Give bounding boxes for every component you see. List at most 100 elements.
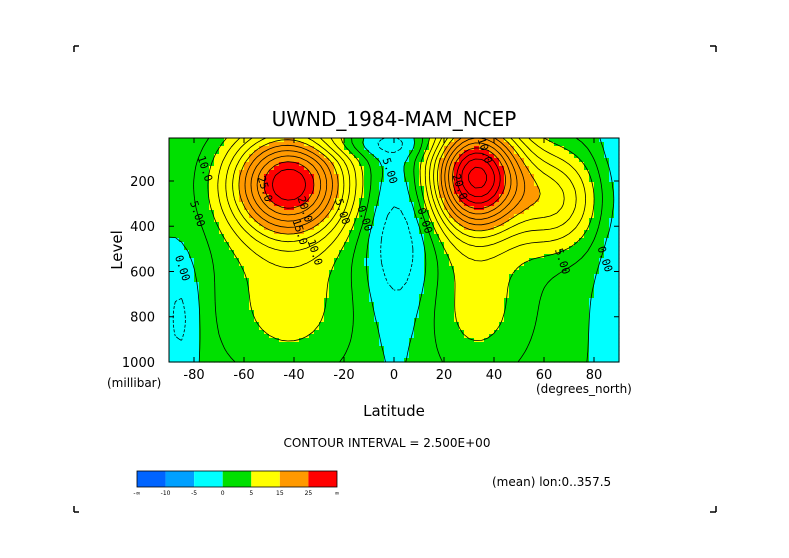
field-cell	[364, 186, 370, 191]
field-cell	[574, 242, 580, 247]
field-cell	[344, 138, 350, 143]
field-cell	[599, 310, 605, 315]
field-cell	[304, 194, 310, 199]
field-cell	[494, 282, 500, 287]
field-cell	[444, 238, 450, 243]
field-cell	[324, 230, 330, 235]
field-cell	[419, 198, 425, 203]
field-cell	[224, 214, 230, 219]
field-cell	[189, 190, 195, 195]
field-cell	[219, 190, 225, 195]
field-cell	[484, 302, 490, 307]
field-cell	[424, 150, 430, 155]
field-cell	[219, 262, 225, 267]
field-cell	[599, 174, 605, 179]
field-cell	[179, 210, 185, 215]
field-cell	[429, 330, 435, 335]
field-cell	[304, 302, 310, 307]
field-cell	[269, 258, 275, 263]
field-cell	[579, 346, 585, 351]
field-cell	[224, 302, 230, 307]
field-cell	[219, 246, 225, 251]
field-cell	[284, 262, 290, 267]
field-cell	[559, 242, 565, 247]
field-cell	[284, 358, 290, 363]
field-cell	[579, 186, 585, 191]
field-cell	[609, 318, 615, 323]
field-cell	[574, 202, 580, 207]
field-cell	[334, 142, 340, 147]
field-cell	[539, 174, 545, 179]
field-cell	[549, 218, 555, 223]
field-cell	[239, 178, 245, 183]
field-cell	[564, 198, 570, 203]
field-cell	[544, 154, 550, 159]
field-cell	[384, 298, 390, 303]
field-cell	[454, 310, 460, 315]
field-cell	[369, 266, 375, 271]
field-cell	[369, 258, 375, 263]
field-cell	[539, 206, 545, 211]
field-cell	[489, 274, 495, 279]
field-cell	[219, 278, 225, 283]
field-cell	[454, 198, 460, 203]
field-cell	[314, 314, 320, 319]
field-cell	[309, 202, 315, 207]
field-cell	[304, 254, 310, 259]
field-cell	[599, 354, 605, 359]
field-cell	[439, 234, 445, 239]
field-cell	[594, 142, 600, 147]
field-cell	[419, 318, 425, 323]
field-cell	[484, 210, 490, 215]
field-cell	[429, 250, 435, 255]
field-cell	[274, 254, 280, 259]
field-cell	[399, 194, 405, 199]
field-cell	[344, 262, 350, 267]
field-cell	[539, 138, 545, 143]
field-cell	[379, 206, 385, 211]
field-cell	[254, 234, 260, 239]
field-cell	[484, 222, 490, 227]
field-cell	[424, 162, 430, 167]
field-cell	[204, 270, 210, 275]
field-cell	[514, 274, 520, 279]
field-cell	[359, 322, 365, 327]
field-cell	[584, 254, 590, 259]
field-cell	[574, 342, 580, 347]
field-cell	[294, 266, 300, 271]
field-cell	[529, 266, 535, 271]
field-cell	[589, 254, 595, 259]
field-cell	[469, 334, 475, 339]
field-cell	[519, 290, 525, 295]
field-cell	[304, 242, 310, 247]
field-cell	[364, 138, 370, 143]
field-cell	[549, 278, 555, 283]
field-cell	[529, 326, 535, 331]
field-cell	[509, 314, 515, 319]
field-cell	[454, 270, 460, 275]
field-cell	[459, 238, 465, 243]
field-cell	[504, 142, 510, 147]
field-cell	[189, 322, 195, 327]
field-cell	[319, 354, 325, 359]
field-cell	[269, 262, 275, 267]
field-cell	[559, 150, 565, 155]
field-cell	[389, 354, 395, 359]
field-cell	[409, 266, 415, 271]
field-cell	[604, 210, 610, 215]
field-cell	[209, 338, 215, 343]
field-cell	[184, 282, 190, 287]
field-cell	[214, 238, 220, 243]
field-cell	[234, 138, 240, 143]
field-cell	[549, 358, 555, 363]
field-cell	[199, 138, 205, 143]
field-cell	[394, 154, 400, 159]
field-cell	[284, 190, 290, 195]
field-cell	[179, 278, 185, 283]
field-cell	[399, 226, 405, 231]
field-cell	[424, 202, 430, 207]
field-cell	[524, 306, 530, 311]
field-cell	[574, 206, 580, 211]
field-cell	[234, 170, 240, 175]
field-cell	[364, 170, 370, 175]
